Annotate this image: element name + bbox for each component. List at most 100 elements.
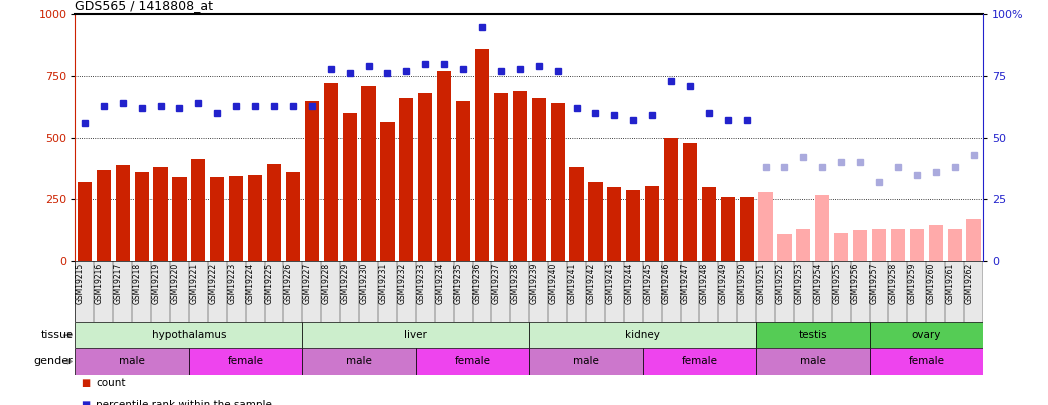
Text: GSM19229: GSM19229 bbox=[341, 263, 350, 304]
Text: hypothalamus: hypothalamus bbox=[152, 330, 226, 340]
Text: percentile rank within the sample: percentile rank within the sample bbox=[96, 400, 272, 405]
Bar bbox=[721, 197, 735, 261]
Bar bbox=[910, 229, 924, 261]
Bar bbox=[642, 348, 756, 375]
Text: count: count bbox=[96, 378, 126, 388]
Bar bbox=[966, 219, 981, 261]
Bar bbox=[324, 83, 337, 261]
Text: GSM19249: GSM19249 bbox=[719, 263, 727, 305]
Text: ■: ■ bbox=[81, 400, 90, 405]
Text: GSM19218: GSM19218 bbox=[133, 263, 141, 304]
Bar bbox=[305, 101, 319, 261]
Bar bbox=[456, 101, 471, 261]
Bar bbox=[230, 176, 243, 261]
Text: GSM19220: GSM19220 bbox=[171, 263, 179, 304]
Text: ovary: ovary bbox=[912, 330, 941, 340]
Bar bbox=[494, 93, 508, 261]
Text: GSM19262: GSM19262 bbox=[964, 263, 974, 304]
Text: GSM19233: GSM19233 bbox=[416, 263, 425, 305]
Text: female: female bbox=[227, 356, 264, 367]
Text: GSM19225: GSM19225 bbox=[265, 263, 274, 304]
Text: male: male bbox=[119, 356, 145, 367]
Bar bbox=[134, 172, 149, 261]
Text: GSM19255: GSM19255 bbox=[832, 263, 842, 305]
Bar bbox=[626, 190, 640, 261]
Text: GSM19234: GSM19234 bbox=[435, 263, 444, 305]
Text: male: male bbox=[346, 356, 372, 367]
Text: GSM19246: GSM19246 bbox=[662, 263, 671, 305]
Text: GSM19251: GSM19251 bbox=[757, 263, 766, 304]
Bar bbox=[569, 167, 584, 261]
Bar bbox=[664, 138, 678, 261]
Text: GSM19227: GSM19227 bbox=[303, 263, 312, 304]
Text: GSM19260: GSM19260 bbox=[926, 263, 936, 305]
Bar bbox=[550, 103, 565, 261]
Text: GSM19237: GSM19237 bbox=[492, 263, 501, 305]
Bar bbox=[740, 197, 754, 261]
Text: GSM19256: GSM19256 bbox=[851, 263, 860, 305]
Text: GSM19217: GSM19217 bbox=[114, 263, 123, 304]
Bar bbox=[96, 170, 111, 261]
Bar bbox=[529, 348, 642, 375]
Text: GSM19230: GSM19230 bbox=[359, 263, 369, 305]
Bar bbox=[778, 234, 791, 261]
Text: male: male bbox=[800, 356, 826, 367]
Bar bbox=[815, 194, 829, 261]
Text: ■: ■ bbox=[81, 378, 90, 388]
Bar bbox=[362, 86, 375, 261]
Bar bbox=[853, 230, 867, 261]
Text: GSM19236: GSM19236 bbox=[473, 263, 482, 305]
Text: liver: liver bbox=[405, 330, 428, 340]
Text: GSM19226: GSM19226 bbox=[284, 263, 292, 304]
Bar bbox=[756, 348, 870, 375]
Text: female: female bbox=[909, 356, 944, 367]
Bar bbox=[929, 226, 943, 261]
Bar bbox=[211, 177, 224, 261]
Text: GSM19261: GSM19261 bbox=[945, 263, 955, 304]
Text: GSM19257: GSM19257 bbox=[870, 263, 879, 305]
Bar bbox=[267, 164, 281, 261]
Bar bbox=[172, 177, 187, 261]
Bar bbox=[302, 348, 416, 375]
Text: GSM19250: GSM19250 bbox=[738, 263, 746, 305]
Bar bbox=[870, 322, 983, 348]
Text: GSM19247: GSM19247 bbox=[681, 263, 690, 305]
Bar bbox=[796, 229, 810, 261]
Bar bbox=[891, 229, 905, 261]
Text: GSM19242: GSM19242 bbox=[587, 263, 595, 304]
Bar bbox=[189, 348, 302, 375]
Text: GSM19231: GSM19231 bbox=[378, 263, 388, 304]
Text: male: male bbox=[573, 356, 598, 367]
Text: GSM19259: GSM19259 bbox=[908, 263, 917, 305]
Text: gender: gender bbox=[34, 356, 73, 367]
Bar bbox=[192, 159, 205, 261]
Bar bbox=[380, 122, 394, 261]
Bar bbox=[286, 172, 300, 261]
Bar bbox=[872, 229, 887, 261]
Text: GSM19221: GSM19221 bbox=[190, 263, 198, 304]
Text: female: female bbox=[455, 356, 490, 367]
Text: GSM19252: GSM19252 bbox=[776, 263, 785, 304]
Text: GSM19245: GSM19245 bbox=[643, 263, 652, 305]
Bar bbox=[529, 322, 756, 348]
Bar bbox=[702, 187, 716, 261]
Text: GSM19258: GSM19258 bbox=[889, 263, 898, 304]
Bar bbox=[646, 186, 659, 261]
Text: GSM19235: GSM19235 bbox=[454, 263, 463, 305]
Text: GSM19224: GSM19224 bbox=[246, 263, 255, 304]
Bar bbox=[683, 143, 697, 261]
Bar bbox=[115, 165, 130, 261]
Bar bbox=[531, 98, 546, 261]
Text: tissue: tissue bbox=[41, 330, 73, 340]
Bar bbox=[302, 322, 529, 348]
Bar bbox=[75, 348, 189, 375]
Bar bbox=[75, 322, 302, 348]
Text: GSM19222: GSM19222 bbox=[209, 263, 217, 304]
Bar bbox=[947, 229, 962, 261]
Text: GDS565 / 1418808_at: GDS565 / 1418808_at bbox=[75, 0, 214, 12]
Bar bbox=[759, 192, 772, 261]
Bar bbox=[153, 167, 168, 261]
Text: GSM19223: GSM19223 bbox=[227, 263, 236, 304]
Bar bbox=[475, 49, 489, 261]
Text: GSM19244: GSM19244 bbox=[625, 263, 633, 305]
